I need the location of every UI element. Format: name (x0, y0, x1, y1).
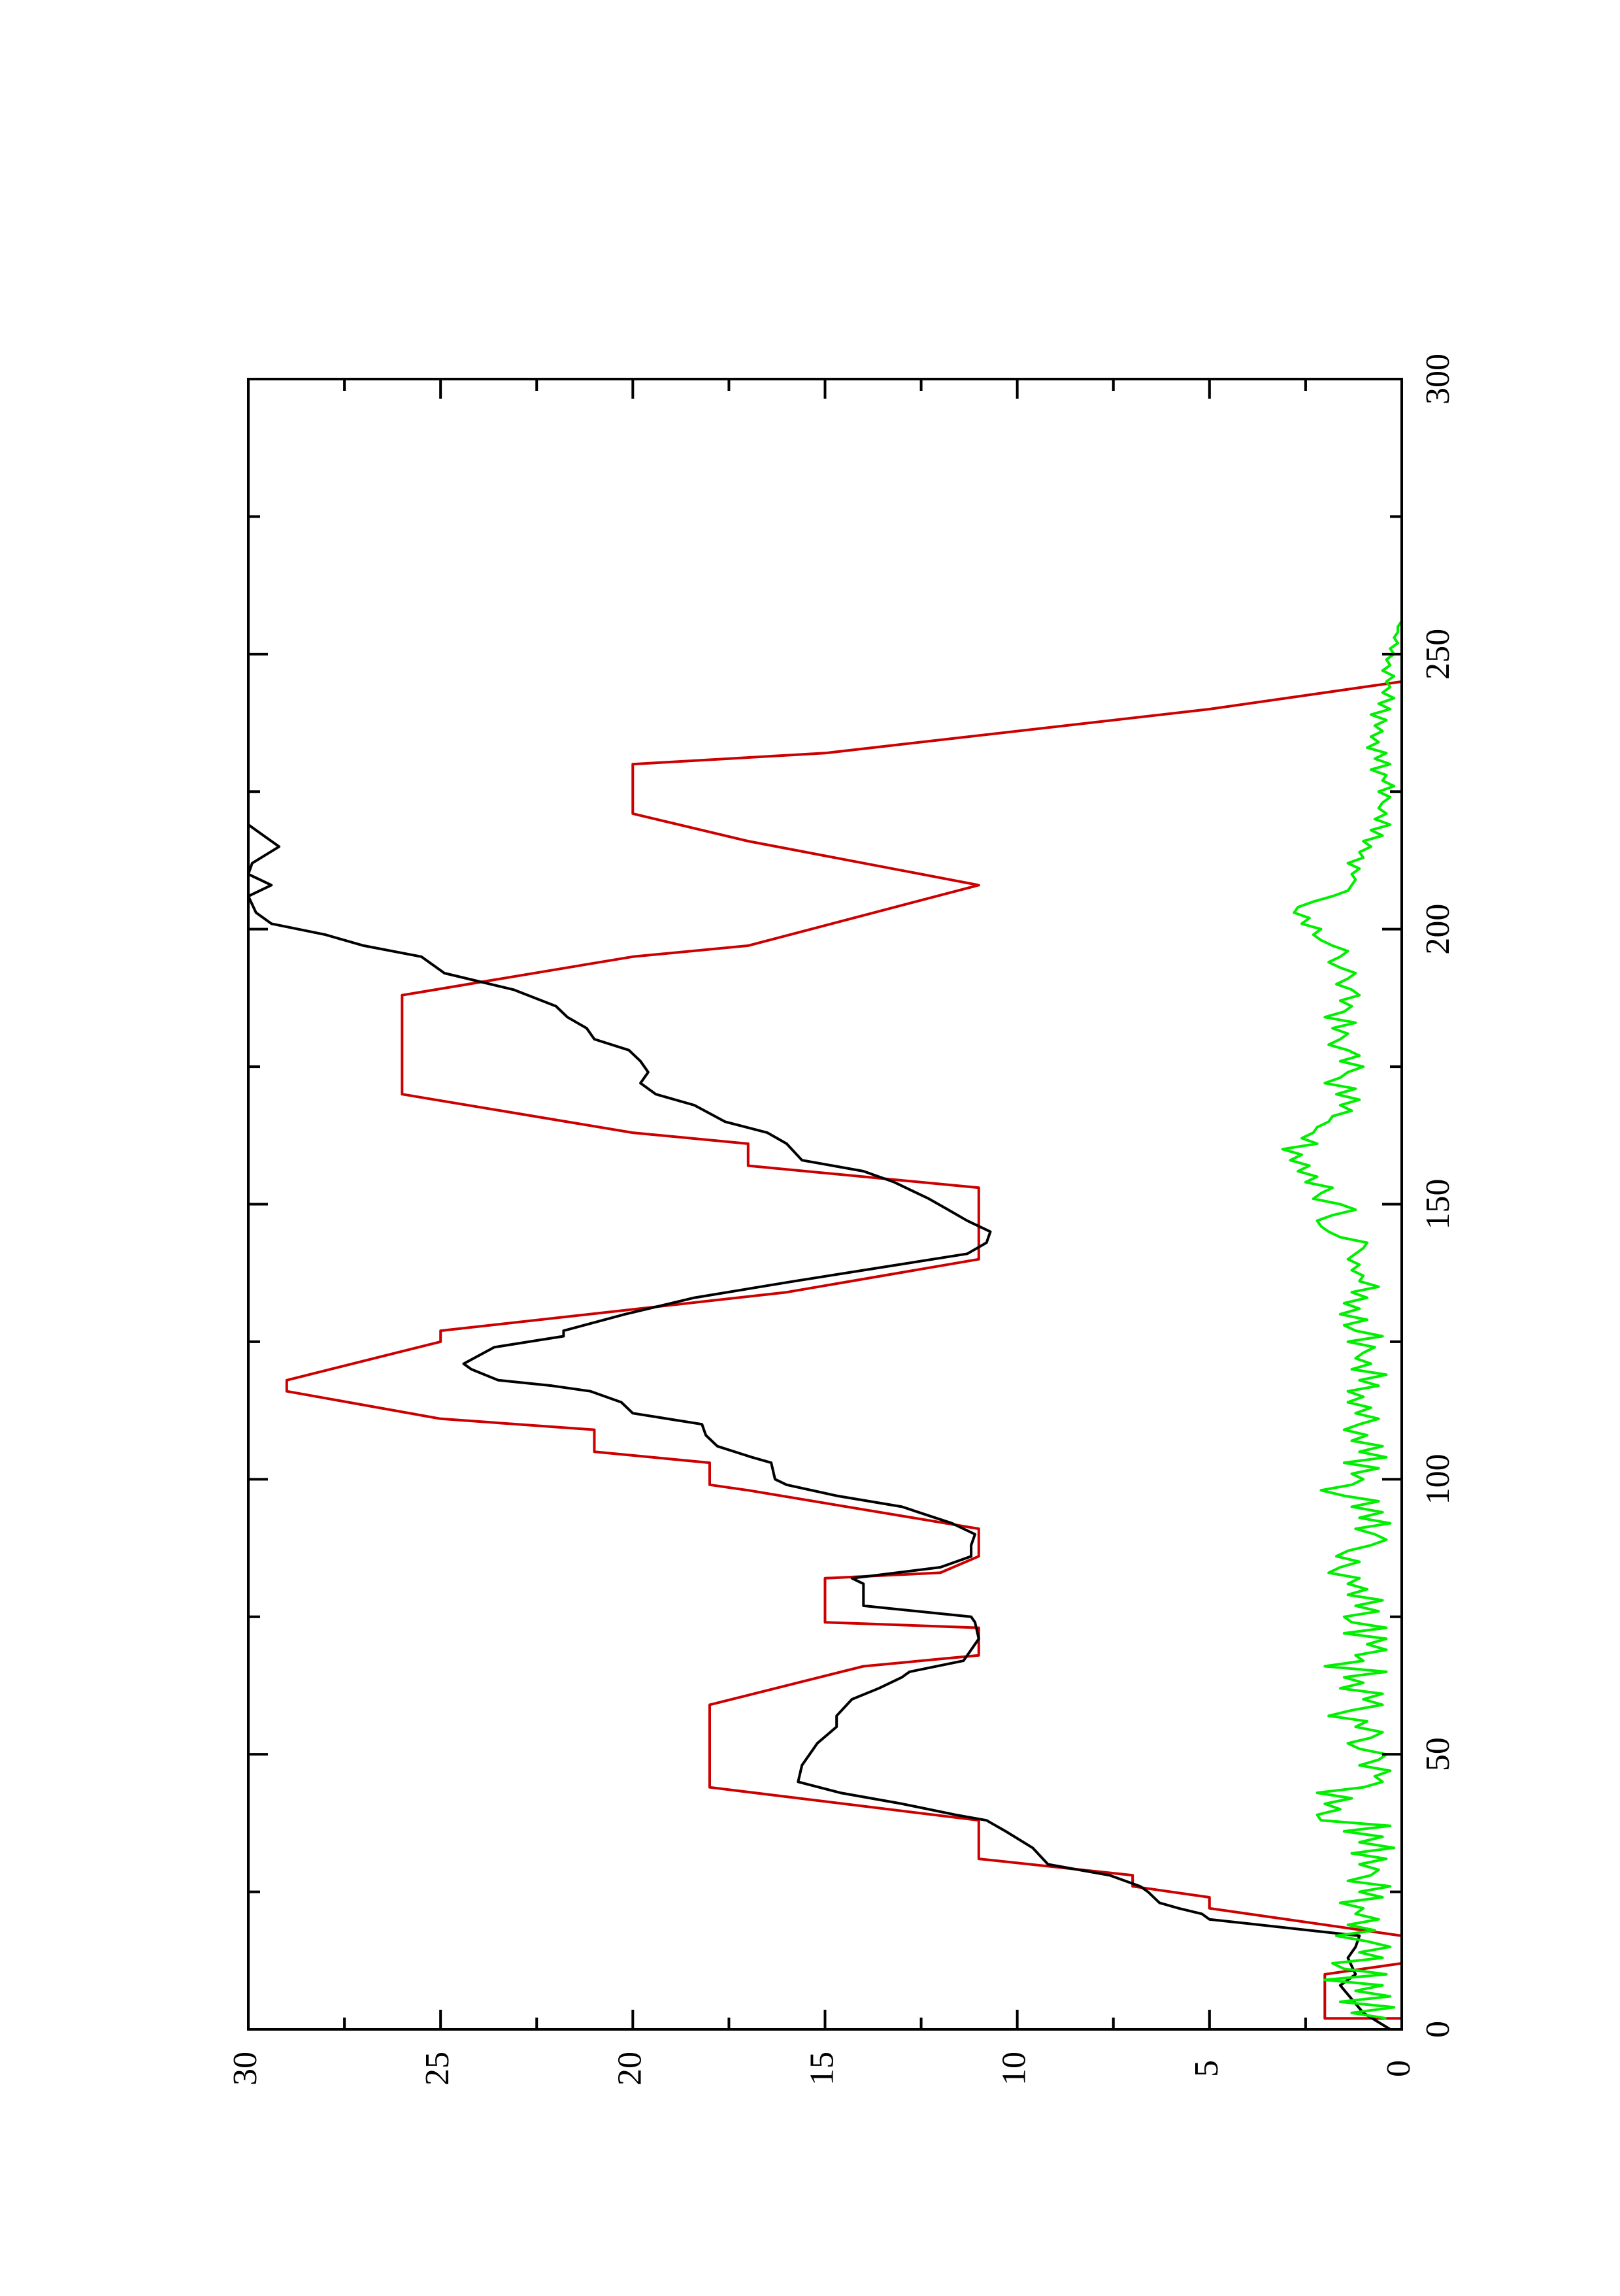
x-tick-label: 300 (1419, 354, 1457, 405)
y-tick-label: 20 (611, 2052, 648, 2086)
x-tick-label: 50 (1419, 1737, 1457, 1771)
y-tick-label: 0 (1380, 2060, 1417, 2077)
x-tick-label: 150 (1419, 1179, 1457, 1230)
y-tick-label: 25 (419, 2052, 456, 2086)
series-line-2 (247, 643, 1391, 2031)
y-tick-label: 15 (803, 2052, 840, 2086)
y-tick-label: 30 (227, 2052, 264, 2086)
y-tick-label: 5 (1188, 2060, 1225, 2077)
x-tick-label: 100 (1419, 1454, 1457, 1505)
x-tick-label: 0 (1419, 2021, 1457, 2038)
y-tick-label: 10 (996, 2052, 1033, 2086)
x-tick-label: 200 (1419, 904, 1457, 955)
series-line-3 (1281, 620, 1403, 2020)
x-tick-label: 250 (1419, 629, 1457, 680)
